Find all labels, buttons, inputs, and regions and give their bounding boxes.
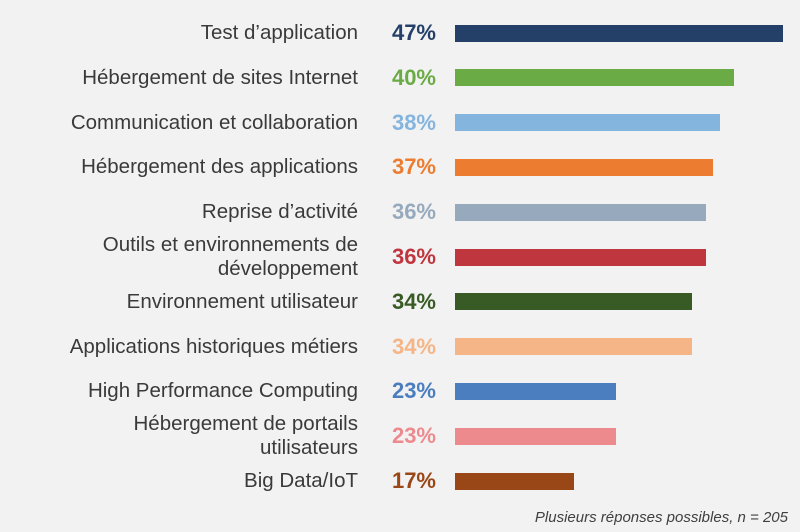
bar — [455, 293, 693, 311]
bar — [455, 472, 574, 490]
value-label: 40% — [391, 64, 436, 90]
category-label-line: Outils et environnements de — [102, 233, 358, 256]
bar — [455, 203, 707, 221]
category-label: Communication et collaboration — [18, 111, 358, 135]
category-label-line: High Performance Computing — [87, 379, 358, 403]
bar — [455, 69, 735, 87]
value-label: 47% — [391, 20, 436, 45]
category-label-line: Reprise d’activité — [201, 200, 358, 224]
value-label: 38% — [391, 109, 436, 135]
value-label: 34% — [391, 333, 436, 359]
bar — [455, 382, 616, 400]
category-label-line: Big Data/IoT — [244, 469, 358, 492]
category-label-line: Environnement utilisateur — [126, 289, 358, 313]
category-label-line: Communication et collaboration — [70, 110, 358, 134]
category-label: Test d’application — [18, 21, 358, 45]
bar — [455, 427, 616, 445]
category-label-line: Test d’application — [200, 21, 358, 44]
bar — [455, 24, 783, 42]
value-label: 23% — [391, 423, 436, 449]
value-label: 36% — [391, 199, 436, 225]
category-label-line: Hébergement des applications — [81, 155, 358, 179]
category-label: Environnement utilisateur — [18, 290, 358, 314]
bar — [455, 114, 721, 132]
value-label: 23% — [391, 378, 436, 404]
bar — [455, 158, 714, 176]
category-label: High Performance Computing — [18, 379, 358, 403]
value-label: 36% — [391, 244, 436, 269]
footnote: Plusieurs réponses possibles, n = 205 — [534, 509, 788, 526]
bar — [455, 248, 707, 266]
category-label: Reprise d’activité — [18, 200, 358, 224]
value-label: 17% — [391, 468, 436, 493]
category-label-line: Hébergement de portails — [133, 412, 359, 436]
category-label-line: utilisateurs — [260, 436, 358, 460]
category-label: Big Data/IoT — [18, 469, 358, 493]
category-label: Hébergement des applications — [18, 155, 358, 179]
value-label: 34% — [391, 288, 436, 314]
category-label: Hébergement de portails utilisateurs — [18, 412, 359, 460]
category-label-line: développement — [217, 257, 358, 280]
category-label: Applications historiques métiers — [18, 335, 358, 359]
category-label: Outils et environnements de développement — [18, 233, 358, 281]
category-label-line: Hébergement de sites Internet — [82, 65, 358, 89]
value-label: 37% — [391, 154, 436, 180]
category-label: Hébergement de sites Internet — [18, 66, 358, 90]
category-label-line: Applications historiques métiers — [69, 334, 358, 358]
bar — [455, 338, 693, 356]
